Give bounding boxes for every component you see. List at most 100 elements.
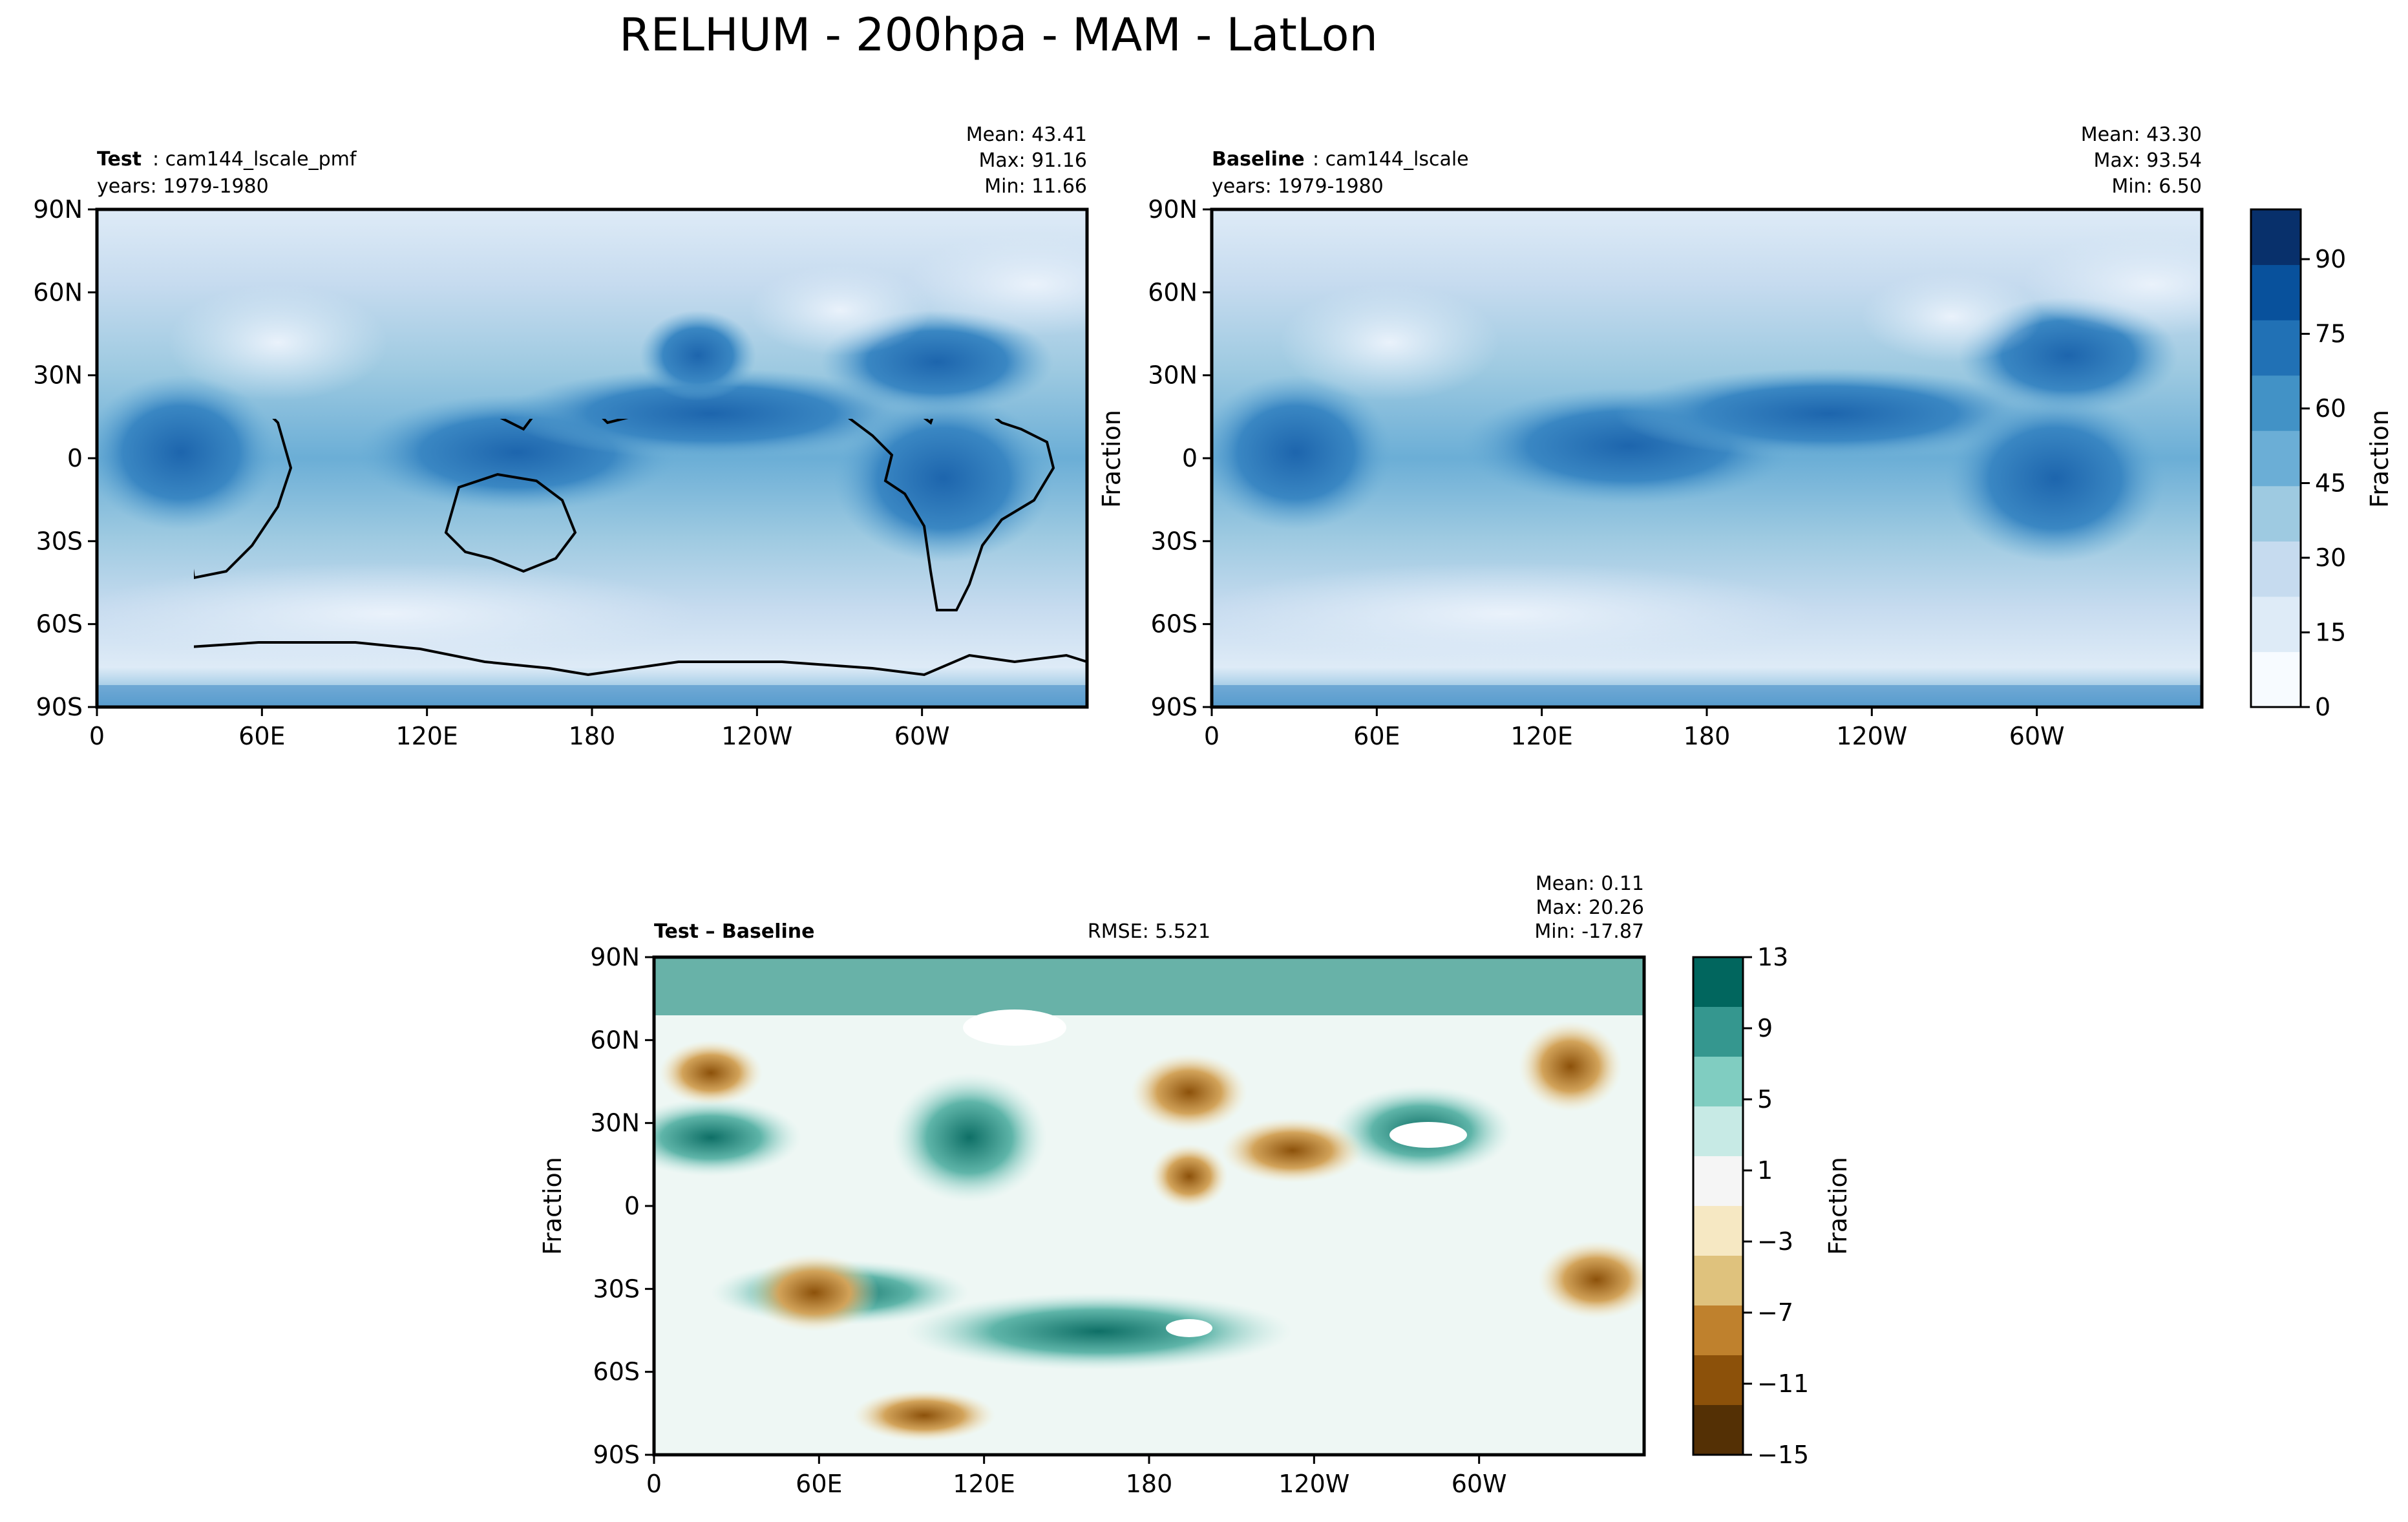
colorbar-swatch <box>1693 1007 1743 1057</box>
colorbar-swatch <box>1693 1256 1743 1306</box>
colorbar-tick-label: 15 <box>2315 618 2346 647</box>
colorbar-swatch <box>1693 1355 1743 1406</box>
difference-min: Min: -17.87 <box>1534 920 1644 943</box>
test-label-bold: Test <box>97 148 142 171</box>
relhum-colorbar-label: Fraction <box>2365 410 2394 508</box>
test-axis-ticks: 0 60E 120E 180 120W 60W 90N 60N 30N 0 30S 60S 90S <box>33 195 949 750</box>
colorbar-swatch <box>2251 596 2301 652</box>
difference-rmse: RMSE: 5.521 <box>1088 920 1210 943</box>
y-tick-label: 60S <box>593 1358 640 1386</box>
test-map-field <box>97 209 1087 707</box>
x-tick-label: 120W <box>721 722 792 750</box>
difference-colorbar-label: Fraction <box>1824 1157 1852 1255</box>
x-tick-label: 60W <box>894 722 950 750</box>
y-tick-label: 30N <box>1148 361 1198 390</box>
colorbar-tick-label: −7 <box>1757 1298 1793 1327</box>
colorbar-tick-label: 0 <box>2315 693 2330 721</box>
colorbar-tick-label: −11 <box>1757 1369 1809 1398</box>
colorbar-tick-label: 13 <box>1757 943 1788 971</box>
difference-colorbar-swatches <box>1693 957 1743 1455</box>
y-tick-label: 30N <box>590 1109 640 1137</box>
y-tick-label: 60N <box>33 278 83 306</box>
test-max: Max: 91.16 <box>978 149 1087 172</box>
x-tick-label: 120E <box>953 1470 1015 1498</box>
colorbar-tick-label: 9 <box>1757 1014 1773 1042</box>
difference-colorbar-frame <box>1692 956 1744 1456</box>
colorbar-tick-label: 5 <box>1757 1085 1773 1114</box>
baseline-mean: Mean: 43.30 <box>2081 123 2202 146</box>
y-tick-label: 30S <box>593 1274 640 1303</box>
difference-ylabel: Fraction <box>538 1157 567 1255</box>
difference-mean: Mean: 0.11 <box>1536 872 1644 895</box>
colorbar-tick-label: 60 <box>2315 394 2346 423</box>
colorbar-swatch <box>1693 1206 1743 1256</box>
colorbar-swatch <box>2251 375 2301 431</box>
difference-colorbar-ticks: 13 9 5 1 −3 −7 −11 −15 <box>1743 943 1809 1469</box>
difference-label: Test – Baseline <box>654 920 815 943</box>
difference-map-field <box>654 957 1644 1455</box>
test-min: Min: 11.66 <box>984 175 1087 198</box>
x-tick-label: 180 <box>1126 1470 1173 1498</box>
colorbar-swatch <box>2251 485 2301 542</box>
difference-max: Max: 20.26 <box>1536 896 1644 919</box>
difference-axis-ticks: 0 60E 120E 180 120W 60W 90N 60N 30N 0 30S 60S 90S <box>590 943 1506 1498</box>
baseline-axis-ticks: 0 60E 120E 180 120W 60W 90N 60N 30N 0 30S 60S 90S <box>1148 195 2064 750</box>
y-tick-label: 60N <box>590 1026 640 1054</box>
colorbar-swatch <box>1693 957 1743 1008</box>
y-tick-label: 30S <box>36 527 83 555</box>
colorbar-tick-label: −3 <box>1757 1227 1793 1256</box>
y-tick-label: 90N <box>1148 195 1198 224</box>
colorbar-swatch <box>1693 1305 1743 1356</box>
colorbar-tick-label: 90 <box>2315 245 2346 273</box>
baseline-label-bold: Baseline <box>1212 148 1305 171</box>
colorbar-tick-label: 45 <box>2315 469 2346 498</box>
x-tick-label: 120E <box>1510 722 1573 750</box>
x-tick-label: 0 <box>89 722 105 750</box>
y-tick-label: 30S <box>1151 527 1198 555</box>
x-tick-label: 0 <box>1204 722 1220 750</box>
colorbar-swatch <box>2251 209 2301 266</box>
colorbar-tick-label: 1 <box>1757 1156 1773 1185</box>
colorbar-tick-label: −15 <box>1757 1441 1809 1469</box>
baseline-map-field <box>1212 209 2202 707</box>
baseline-panel: Baseline : cam144_lscale years: 1979-198… <box>1097 123 2204 750</box>
relhum-colorbar-frame <box>2250 208 2302 708</box>
colorbar-swatch <box>2251 320 2301 376</box>
relhum-colorbar-swatches <box>2251 209 2301 708</box>
y-tick-label: 0 <box>624 1192 640 1220</box>
x-tick-label: 60E <box>796 1470 842 1498</box>
test-years: years: 1979-1980 <box>97 175 269 198</box>
difference-panel: Test – Baseline RMSE: 5.521 Mean: 0.11 M… <box>538 872 1646 1498</box>
relhum-colorbar: 0 15 30 45 60 75 90 Fraction <box>2250 208 2394 721</box>
x-tick-label: 60W <box>2009 722 2065 750</box>
x-tick-label: 60W <box>1452 1470 1507 1498</box>
y-tick-label: 60N <box>1148 278 1198 306</box>
y-tick-label: 0 <box>67 444 83 472</box>
y-tick-label: 90S <box>593 1441 640 1469</box>
y-tick-label: 60S <box>1151 610 1198 639</box>
x-tick-label: 120W <box>1836 722 1907 750</box>
baseline-ylabel: Fraction <box>1097 410 1126 508</box>
colorbar-swatch <box>1693 1405 1743 1455</box>
difference-colorbar: 13 9 5 1 −3 −7 −11 −15 Fraction <box>1692 943 1852 1469</box>
colorbar-swatch <box>2251 264 2301 321</box>
x-tick-label: 120E <box>396 722 458 750</box>
baseline-min: Min: 6.50 <box>2111 175 2202 198</box>
colorbar-tick-label: 75 <box>2315 320 2346 348</box>
x-tick-label: 60E <box>1353 722 1400 750</box>
y-tick-label: 0 <box>1182 444 1198 472</box>
colorbar-swatch <box>1693 1106 1743 1157</box>
relhum-colorbar-ticks: 0 15 30 45 60 75 90 <box>2301 245 2346 721</box>
baseline-label-case: : cam144_lscale <box>1313 148 1469 171</box>
baseline-max: Max: 93.54 <box>2093 149 2202 172</box>
test-label-case: : cam144_lscale_pmf <box>153 148 357 171</box>
x-tick-label: 0 <box>646 1470 662 1498</box>
colorbar-swatch <box>2251 651 2301 708</box>
baseline-years: years: 1979-1980 <box>1212 175 1384 198</box>
y-tick-label: 90N <box>33 195 83 224</box>
y-tick-label: 90S <box>36 693 83 721</box>
y-tick-label: 60S <box>36 610 83 639</box>
x-tick-label: 120W <box>1278 1470 1349 1498</box>
test-mean: Mean: 43.41 <box>966 123 1087 146</box>
